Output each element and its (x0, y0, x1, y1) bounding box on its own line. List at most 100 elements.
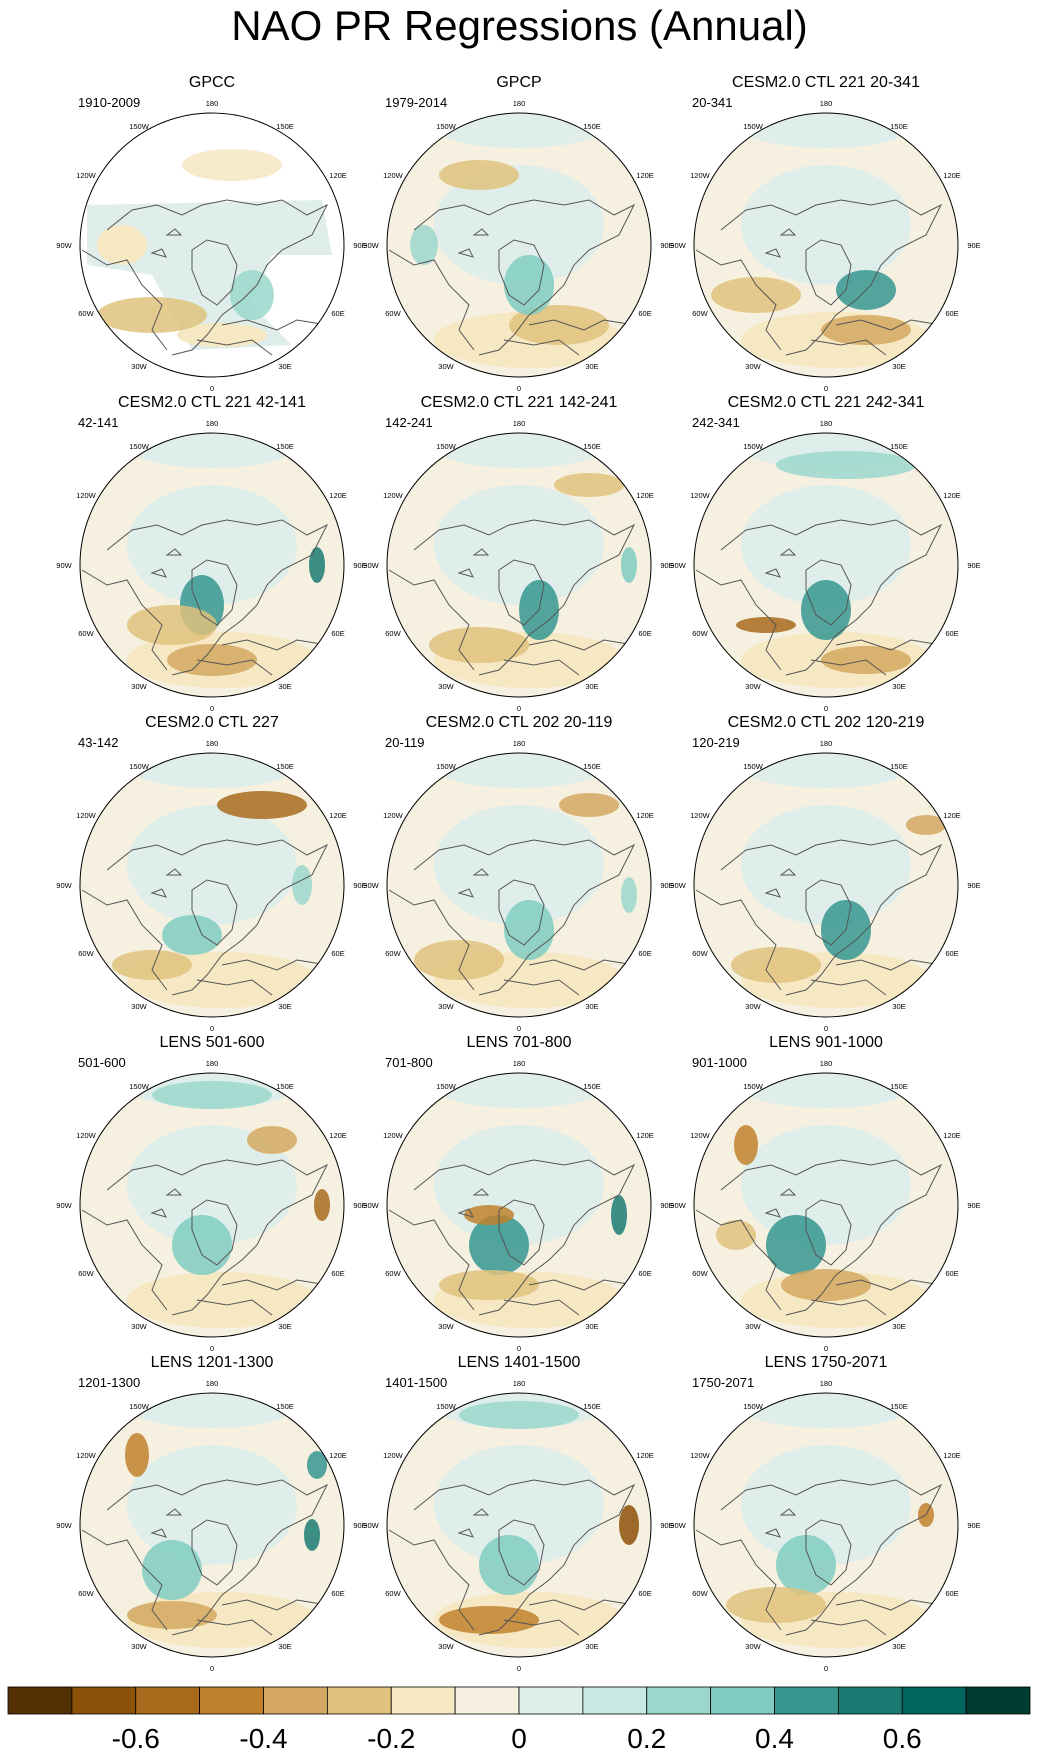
map-boundary (693, 432, 959, 698)
anomaly-patch (464, 1205, 514, 1225)
panel-period: 1750-2071 (692, 1375, 754, 1390)
anomaly-patch (734, 1125, 758, 1165)
anomaly-patch (309, 547, 325, 583)
panel-title: CESM2.0 CTL 221 242-341 (728, 394, 925, 411)
longitude-label: 0 (824, 384, 828, 393)
longitude-label: 150W (743, 122, 764, 131)
longitude-label: 180 (513, 739, 526, 748)
longitude-label: 30W (745, 682, 761, 691)
longitude-label: 0 (210, 384, 214, 393)
colorbar-tick-label: 0.6 (883, 1723, 922, 1754)
longitude-label: 120E (329, 171, 347, 180)
colorbar-box (7, 1686, 73, 1715)
longitude-label: 150E (583, 1402, 601, 1411)
longitude-label: 150W (129, 122, 150, 131)
longitude-label: 180 (820, 739, 833, 748)
anomaly-patch (621, 547, 637, 583)
longitude-label: 60W (385, 1269, 401, 1278)
longitude-label: 120W (383, 1451, 404, 1460)
precip-field (694, 1393, 958, 1657)
longitude-label: 180 (513, 1059, 526, 1068)
longitude-label: 90E (353, 561, 366, 570)
longitude-label: 90E (967, 881, 980, 890)
longitude-label: 60W (385, 1589, 401, 1598)
longitude-label: 90E (967, 1521, 980, 1530)
panel-period: 701-800 (385, 1055, 433, 1070)
longitude-label: 150E (276, 1082, 294, 1091)
coastline (695, 1479, 957, 1636)
longitude-label: 60W (78, 629, 94, 638)
longitude-label: 60E (945, 629, 958, 638)
longitude-label: 150E (583, 122, 601, 131)
colorbar-box (582, 1686, 648, 1715)
longitude-label: 90E (660, 881, 673, 890)
colorbar-tick-label: 0 (511, 1723, 527, 1754)
longitude-label: 120W (76, 1131, 97, 1140)
longitude-label: 90E (967, 561, 980, 570)
anomaly-patch (97, 297, 207, 333)
panel-period: 120-219 (692, 735, 740, 750)
longitude-label: 150E (583, 442, 601, 451)
precip-field (694, 113, 958, 377)
longitude-label: 60E (945, 309, 958, 318)
longitude-label: 30W (745, 362, 761, 371)
map-panel-13: LENS 1201-1300 1201-1300 180 150E 120E 90E 60E… (56, 1354, 366, 1673)
anomaly-patch (611, 1195, 627, 1235)
panel-title: LENS 1750-2071 (765, 1354, 888, 1371)
map-panel-11: LENS 701-800 701-800 180 150E 120E 90E 60E 30E 0… (363, 1034, 673, 1353)
field-blob (741, 1445, 911, 1565)
map-boundary (386, 1072, 652, 1338)
anomaly-patch (509, 305, 609, 345)
map-boundary (79, 112, 345, 378)
map-boundary (79, 1072, 345, 1338)
anomaly-patch (439, 1606, 539, 1634)
longitude-label: 30E (585, 682, 598, 691)
field-blob (746, 753, 906, 788)
anomaly-patch (292, 865, 312, 905)
map-boundary (79, 432, 345, 698)
field-blob (127, 1125, 297, 1245)
colorbar-box (135, 1686, 201, 1715)
longitude-label: 60W (385, 629, 401, 638)
anomaly-patch (217, 791, 307, 819)
panel-period: 1910-2009 (78, 95, 140, 110)
field-blob (434, 165, 604, 285)
longitude-label: 60E (331, 1589, 344, 1598)
longitude-label: 60E (638, 1269, 651, 1278)
longitude-label: 60E (331, 1269, 344, 1278)
colorbar-box (774, 1686, 839, 1715)
longitude-label: 150E (890, 122, 908, 131)
anomaly-patch (736, 617, 796, 633)
anomaly-patch (731, 947, 821, 983)
longitude-label: 60W (692, 629, 708, 638)
longitude-label: 0 (824, 1664, 828, 1673)
coastline (388, 1479, 650, 1636)
longitude-label: 90W (363, 241, 379, 250)
anomaly-patch (776, 451, 916, 479)
longitude-label: 60W (385, 949, 401, 958)
colorbar-tick-label: 0.4 (755, 1723, 794, 1754)
longitude-label: 0 (517, 384, 521, 393)
longitude-label: 90E (660, 1201, 673, 1210)
field-blob (746, 113, 906, 148)
longitude-label: 120W (383, 1131, 404, 1140)
longitude-label: 120E (329, 491, 347, 500)
anomaly-patch (439, 1270, 539, 1300)
longitude-label: 120W (690, 1451, 711, 1460)
longitude-label: 90E (353, 1521, 366, 1530)
anomaly-patch (469, 1215, 529, 1275)
coastline (81, 1479, 343, 1636)
longitude-label: 120E (636, 491, 654, 500)
longitude-label: 30E (892, 1002, 905, 1011)
precip-field (387, 753, 651, 1017)
panel-period: 20-341 (692, 95, 732, 110)
anomaly-patch (504, 255, 554, 315)
longitude-label: 180 (820, 1379, 833, 1388)
field-blob (434, 805, 604, 925)
longitude-label: 150W (743, 762, 764, 771)
panel-period: 142-241 (385, 415, 433, 430)
longitude-label: 30E (892, 1642, 905, 1651)
